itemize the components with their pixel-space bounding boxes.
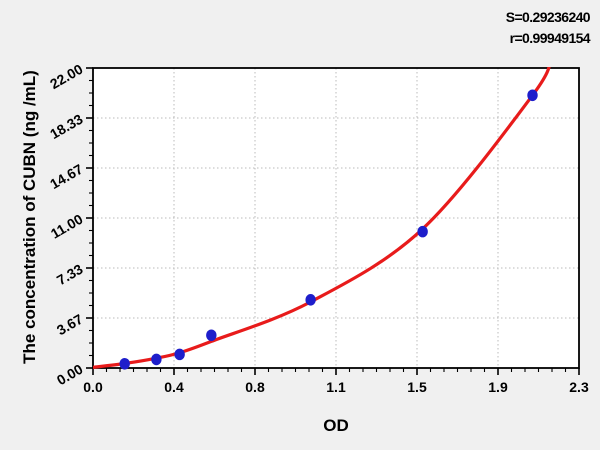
x-tick-label: 0.0: [83, 379, 103, 395]
data-point: [206, 329, 217, 342]
y-tick-label: 14.67: [47, 161, 86, 192]
data-point: [305, 294, 316, 306]
x-tick-label: 1.1: [326, 379, 346, 395]
x-tick-label: 1.5: [407, 379, 427, 395]
data-point: [119, 357, 130, 370]
fit-curve: [93, 67, 551, 369]
x-axis-title: OD: [323, 416, 349, 435]
data-point: [417, 225, 428, 238]
data-point: [151, 353, 162, 366]
y-tick-label: 7.33: [54, 261, 86, 289]
data-point: [527, 89, 538, 102]
fit-statistics: S=0.29236240 r=0.99949154: [505, 7, 591, 49]
r-value-label: r=0.99949154: [509, 30, 591, 46]
s-value-label: S=0.29236240: [505, 9, 591, 25]
data-point: [174, 348, 185, 361]
y-tick-label: 11.00: [48, 211, 86, 242]
x-tick-label: 2.3: [569, 379, 589, 395]
x-tick-label: 0.4: [164, 379, 184, 395]
x-tick-label: 0.8: [245, 379, 265, 395]
y-tick-label: 18.33: [47, 111, 86, 142]
y-tick-label: 3.67: [54, 311, 86, 339]
x-tick-label: 1.9: [488, 379, 508, 395]
y-tick-label: 22.00: [47, 61, 86, 92]
y-tick-label: 0.00: [54, 361, 86, 389]
